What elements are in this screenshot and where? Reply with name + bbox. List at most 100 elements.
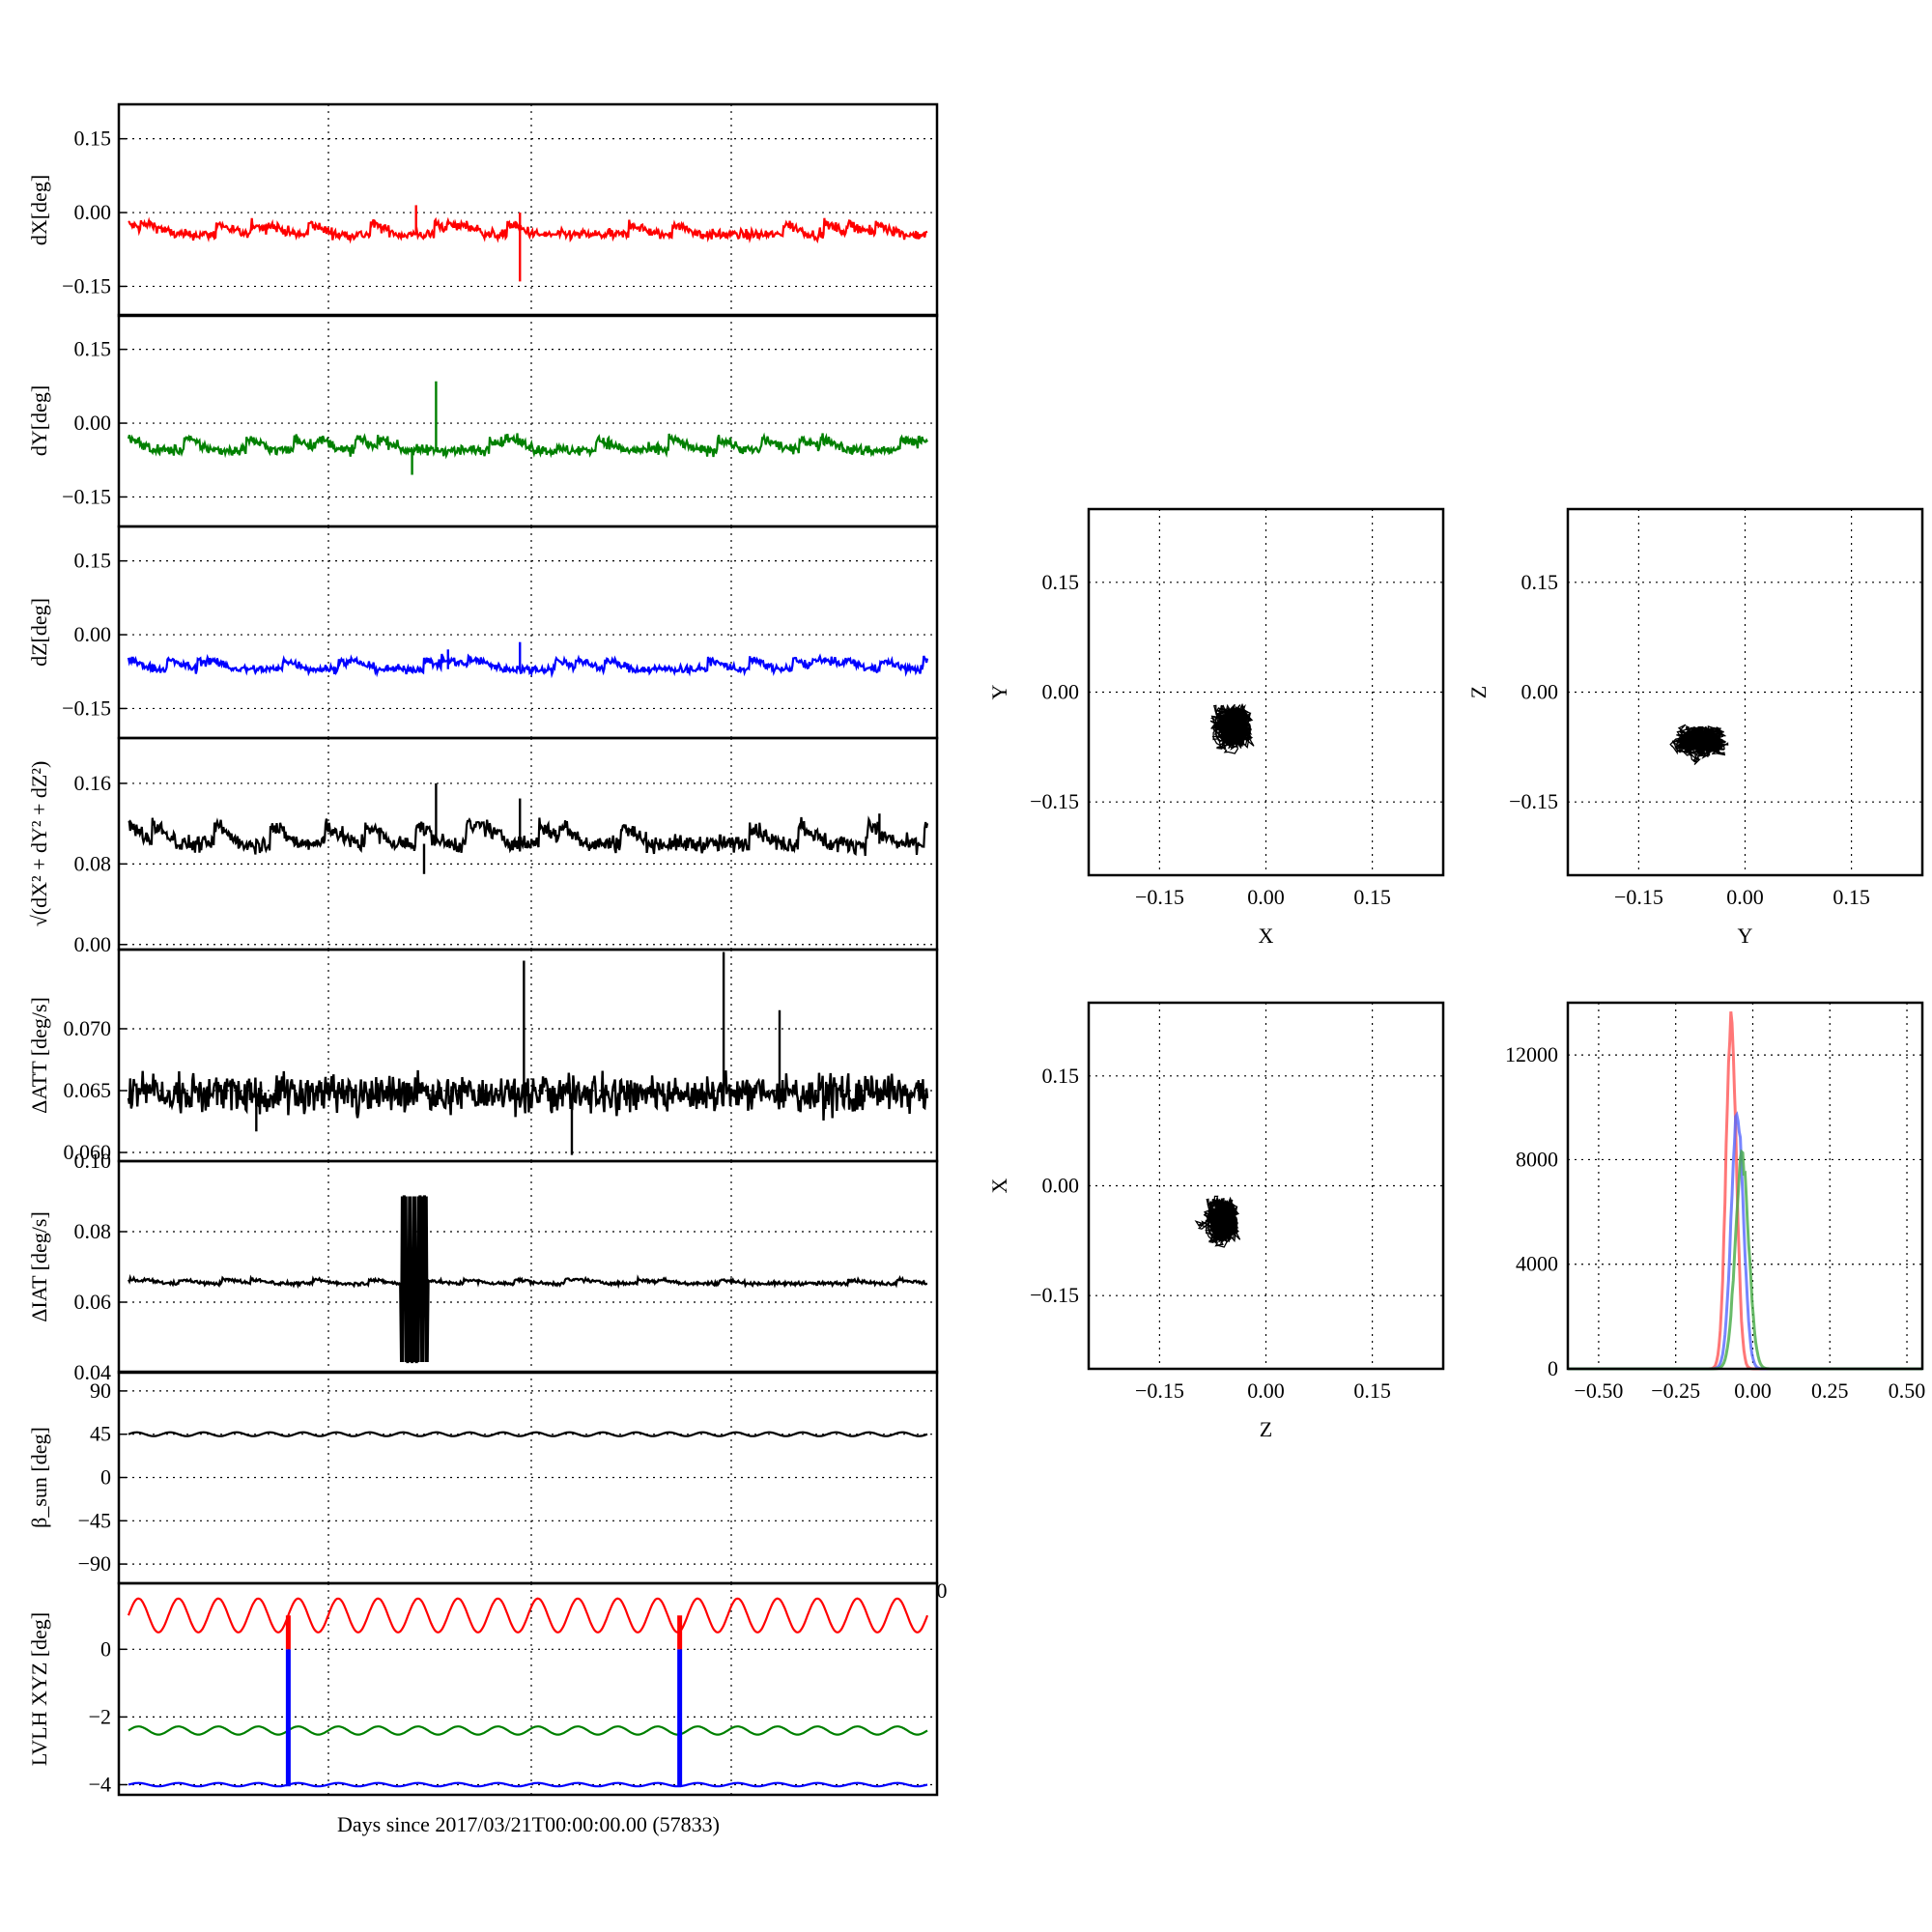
x-tick-label: 0.15 — [1353, 1378, 1391, 1403]
scatter-trace — [1209, 702, 1255, 754]
panel-dx: 0.15 0.00 −0.15 dX[deg] — [27, 102, 939, 318]
x-tick-label: 0.00 — [1247, 885, 1285, 909]
y-tick-label: 0 — [100, 1465, 111, 1490]
x-tick-label: 0.50 — [1889, 1378, 1926, 1403]
x-axis-label: X — [1259, 923, 1274, 948]
y-tick-label: 0.00 — [74, 200, 112, 224]
y-tick-label: −0.15 — [62, 696, 111, 720]
panel-datt: 0.070 0.065 0.060 ΔATT [deg/s] — [27, 948, 939, 1164]
series-line — [128, 1431, 928, 1437]
panel-frame — [1566, 507, 1924, 877]
panel-frame — [117, 1581, 939, 1797]
panel-diat: 0.10 0.08 0.06 0.04 ΔIAT [deg/s] — [27, 1149, 939, 1384]
series-line — [127, 432, 928, 460]
series-line — [128, 815, 929, 857]
series-line — [127, 1069, 929, 1121]
y-tick-label: −2 — [89, 1704, 111, 1728]
y-tick-label: 0.15 — [1042, 570, 1080, 594]
x-tick-label: 0.00 — [1734, 1378, 1772, 1403]
y-axis-label: Z — [1466, 686, 1491, 698]
y-tick-label: 0.00 — [74, 622, 112, 646]
x-tick-label: 0.00 — [1247, 1378, 1285, 1403]
panel-frame — [117, 1159, 939, 1375]
y-tick-label: 0.15 — [74, 127, 112, 151]
stray-tick: 0 — [937, 1578, 948, 1603]
y-tick-label: −45 — [78, 1508, 111, 1532]
y-tick-label: 8000 — [1516, 1147, 1558, 1171]
panel-zx: −0.15 0.00 0.15 −0.15 0.00 0.15 Z X — [987, 1001, 1445, 1441]
series-line — [128, 216, 928, 244]
y-axis-label: dX[deg] — [27, 175, 51, 245]
y-axis-label: Y — [987, 684, 1011, 699]
x-tick-label: 0.15 — [1833, 885, 1870, 909]
y-axis-label: LVLH XYZ [deg] — [27, 1612, 51, 1766]
y-tick-label: 0 — [1548, 1356, 1558, 1380]
y-tick-label: 4000 — [1516, 1252, 1558, 1276]
panel-dz: 0.15 0.00 −0.15 dZ[deg] — [27, 525, 939, 740]
y-tick-label: −0.15 — [1030, 1283, 1079, 1307]
x-tick-label: −0.15 — [1135, 885, 1184, 909]
series-line-1 — [128, 1725, 928, 1736]
panel-frame — [117, 102, 939, 318]
y-tick-label: 0.10 — [74, 1149, 112, 1173]
x-axis-label: Z — [1260, 1417, 1272, 1441]
y-tick-label: 0.00 — [74, 411, 112, 435]
y-tick-label: 0.15 — [1521, 570, 1559, 594]
y-tick-label: 0.060 — [64, 1140, 112, 1164]
time-axis-label: Days since 2017/03/21T00:00:00.00 (57833… — [337, 1812, 720, 1836]
panel-frame — [1087, 1001, 1445, 1371]
x-tick-label: 0.00 — [1726, 885, 1764, 909]
y-tick-label: 90 — [90, 1378, 111, 1403]
panel-frame — [117, 525, 939, 740]
x-axis-label: Y — [1738, 923, 1753, 948]
x-tick-label: −0.15 — [1614, 885, 1663, 909]
y-tick-label: 0.070 — [64, 1016, 112, 1040]
hist-line-1 — [1568, 1111, 1922, 1371]
y-axis-label: ΔIAT [deg/s] — [27, 1211, 51, 1322]
y-tick-label: −90 — [78, 1551, 111, 1576]
y-tick-label: 12000 — [1505, 1042, 1558, 1066]
y-tick-label: −0.15 — [62, 484, 111, 508]
y-tick-label: 0.15 — [1042, 1064, 1080, 1088]
y-axis-label: ΔATT [deg/s] — [27, 997, 51, 1114]
y-tick-label: 0.16 — [74, 771, 112, 795]
series-line-0 — [127, 1597, 929, 1634]
y-axis-label: X — [987, 1178, 1011, 1193]
scatter-trace — [1669, 724, 1729, 765]
panel-dy: 0.15 0.00 −0.15 dY[deg] — [27, 313, 939, 528]
panel-frame — [117, 948, 939, 1163]
y-tick-label: −0.15 — [1030, 789, 1079, 813]
series-line-2 — [128, 1781, 928, 1788]
y-tick-label: 0.04 — [74, 1360, 112, 1384]
series-line — [127, 653, 929, 679]
y-tick-label: 0.00 — [1521, 680, 1559, 704]
x-tick-label: 0.15 — [1353, 885, 1391, 909]
y-tick-label: 0.00 — [74, 932, 112, 956]
series-line — [128, 1195, 928, 1364]
y-tick-label: 0.15 — [74, 549, 112, 573]
y-tick-label: 45 — [90, 1422, 111, 1446]
y-tick-label: −0.15 — [1509, 789, 1558, 813]
panel-frame — [117, 313, 939, 528]
x-tick-label: −0.50 — [1574, 1378, 1623, 1403]
y-axis-label: √(dX² + dY² + dZ²) — [27, 761, 51, 927]
y-tick-label: 0.08 — [74, 851, 112, 875]
y-tick-label: 0 — [100, 1636, 111, 1661]
panel-hist: −0.50 −0.25 0.00 0.25 0.50 12000 8000 4000 0 — [1505, 1001, 1926, 1403]
panel-yz: −0.15 0.00 0.15 −0.15 0.00 0.15 Y Z — [1466, 507, 1924, 948]
panel-xy: −0.15 0.00 0.15 −0.15 0.00 0.15 X Y — [987, 507, 1445, 948]
y-tick-label: −0.15 — [62, 273, 111, 298]
panel-frame — [1087, 507, 1445, 877]
y-tick-label: 0.00 — [1042, 1174, 1080, 1198]
x-tick-label: −0.25 — [1651, 1378, 1700, 1403]
y-tick-label: 0.00 — [1042, 680, 1080, 704]
panel-lvlh: 0 −2 −4 LVLH XYZ [deg] — [27, 1581, 939, 1797]
y-axis-label: β_sun [deg] — [27, 1427, 51, 1528]
x-tick-label: −0.15 — [1135, 1378, 1184, 1403]
y-tick-label: −4 — [89, 1772, 111, 1796]
x-tick-label: 0.25 — [1811, 1378, 1849, 1403]
y-tick-label: 0.06 — [74, 1290, 112, 1314]
y-tick-label: 0.065 — [64, 1078, 112, 1102]
y-tick-label: 0.15 — [74, 337, 112, 361]
